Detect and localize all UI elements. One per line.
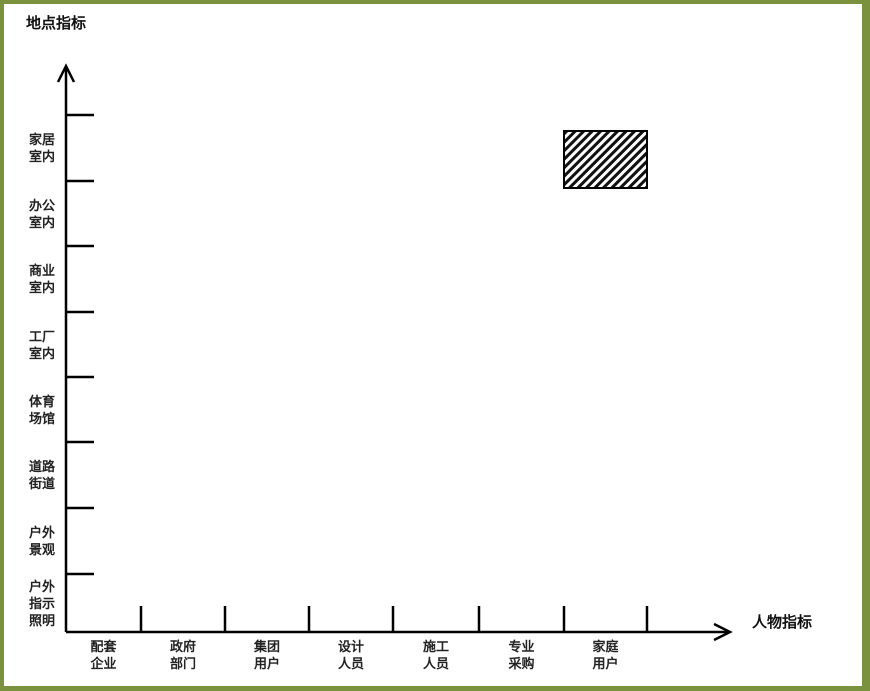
- label-line: 用户: [253, 657, 280, 672]
- x-label: 政府 部门: [163, 639, 203, 673]
- y-label: 办公 室内: [22, 198, 62, 232]
- highlight-cell: [563, 130, 648, 189]
- label-line: 施工: [422, 640, 449, 655]
- label-line: 照明: [28, 613, 55, 629]
- y-label: 户外 指示 照明: [22, 579, 62, 630]
- label-line: 景观: [28, 543, 55, 558]
- label-line: 场馆: [28, 411, 55, 427]
- label-line: 工厂: [28, 329, 55, 345]
- diagram-canvas: [4, 4, 862, 686]
- x-label: 施工 人员: [416, 639, 456, 673]
- label-line: 用户: [592, 657, 619, 672]
- label-line: 室内: [28, 215, 55, 231]
- label-line: 家庭: [592, 640, 619, 655]
- label-line: 室内: [28, 346, 55, 362]
- label-line: 家居: [28, 133, 55, 148]
- label-line: 室内: [28, 281, 55, 296]
- x-label: 设计 人员: [331, 639, 371, 673]
- label-line: 人员: [337, 657, 364, 672]
- y-label: 工厂 室内: [22, 329, 62, 363]
- y-label: 道路 街道: [22, 459, 62, 493]
- label-line: 专业: [508, 640, 535, 655]
- label-line: 企业: [90, 657, 117, 672]
- y-label: 家居 室内: [22, 132, 62, 166]
- label-line: 道路: [28, 460, 55, 475]
- label-line: 指示: [28, 596, 55, 612]
- x-label: 集团 用户: [247, 639, 287, 673]
- y-axis-title: 地点指标: [26, 14, 87, 32]
- y-label: 体育 场馆: [22, 394, 62, 428]
- x-label: 配套 企业: [84, 639, 124, 673]
- label-line: 体育: [28, 394, 55, 410]
- y-label: 户外 景观: [22, 525, 62, 559]
- label-line: 户外: [28, 579, 55, 595]
- x-label: 专业 采购: [502, 639, 542, 673]
- x-label: 家庭 用户: [586, 639, 626, 673]
- label-line: 配套: [90, 640, 117, 655]
- x-axis-arrow: [713, 622, 733, 642]
- label-line: 街道: [28, 477, 55, 492]
- y-axis-arrow: [56, 63, 76, 83]
- label-line: 室内: [28, 150, 55, 165]
- label-line: 办公: [28, 198, 55, 214]
- label-line: 集团: [253, 640, 280, 655]
- y-label: 商业 室内: [22, 263, 62, 297]
- label-line: 政府: [169, 640, 196, 655]
- label-line: 户外: [28, 526, 55, 541]
- label-line: 采购: [508, 657, 535, 672]
- label-line: 人员: [422, 657, 449, 672]
- label-line: 设计: [337, 640, 364, 655]
- x-axis-title: 人物指标: [752, 613, 813, 631]
- label-line: 部门: [169, 657, 196, 672]
- label-line: 商业: [28, 264, 55, 279]
